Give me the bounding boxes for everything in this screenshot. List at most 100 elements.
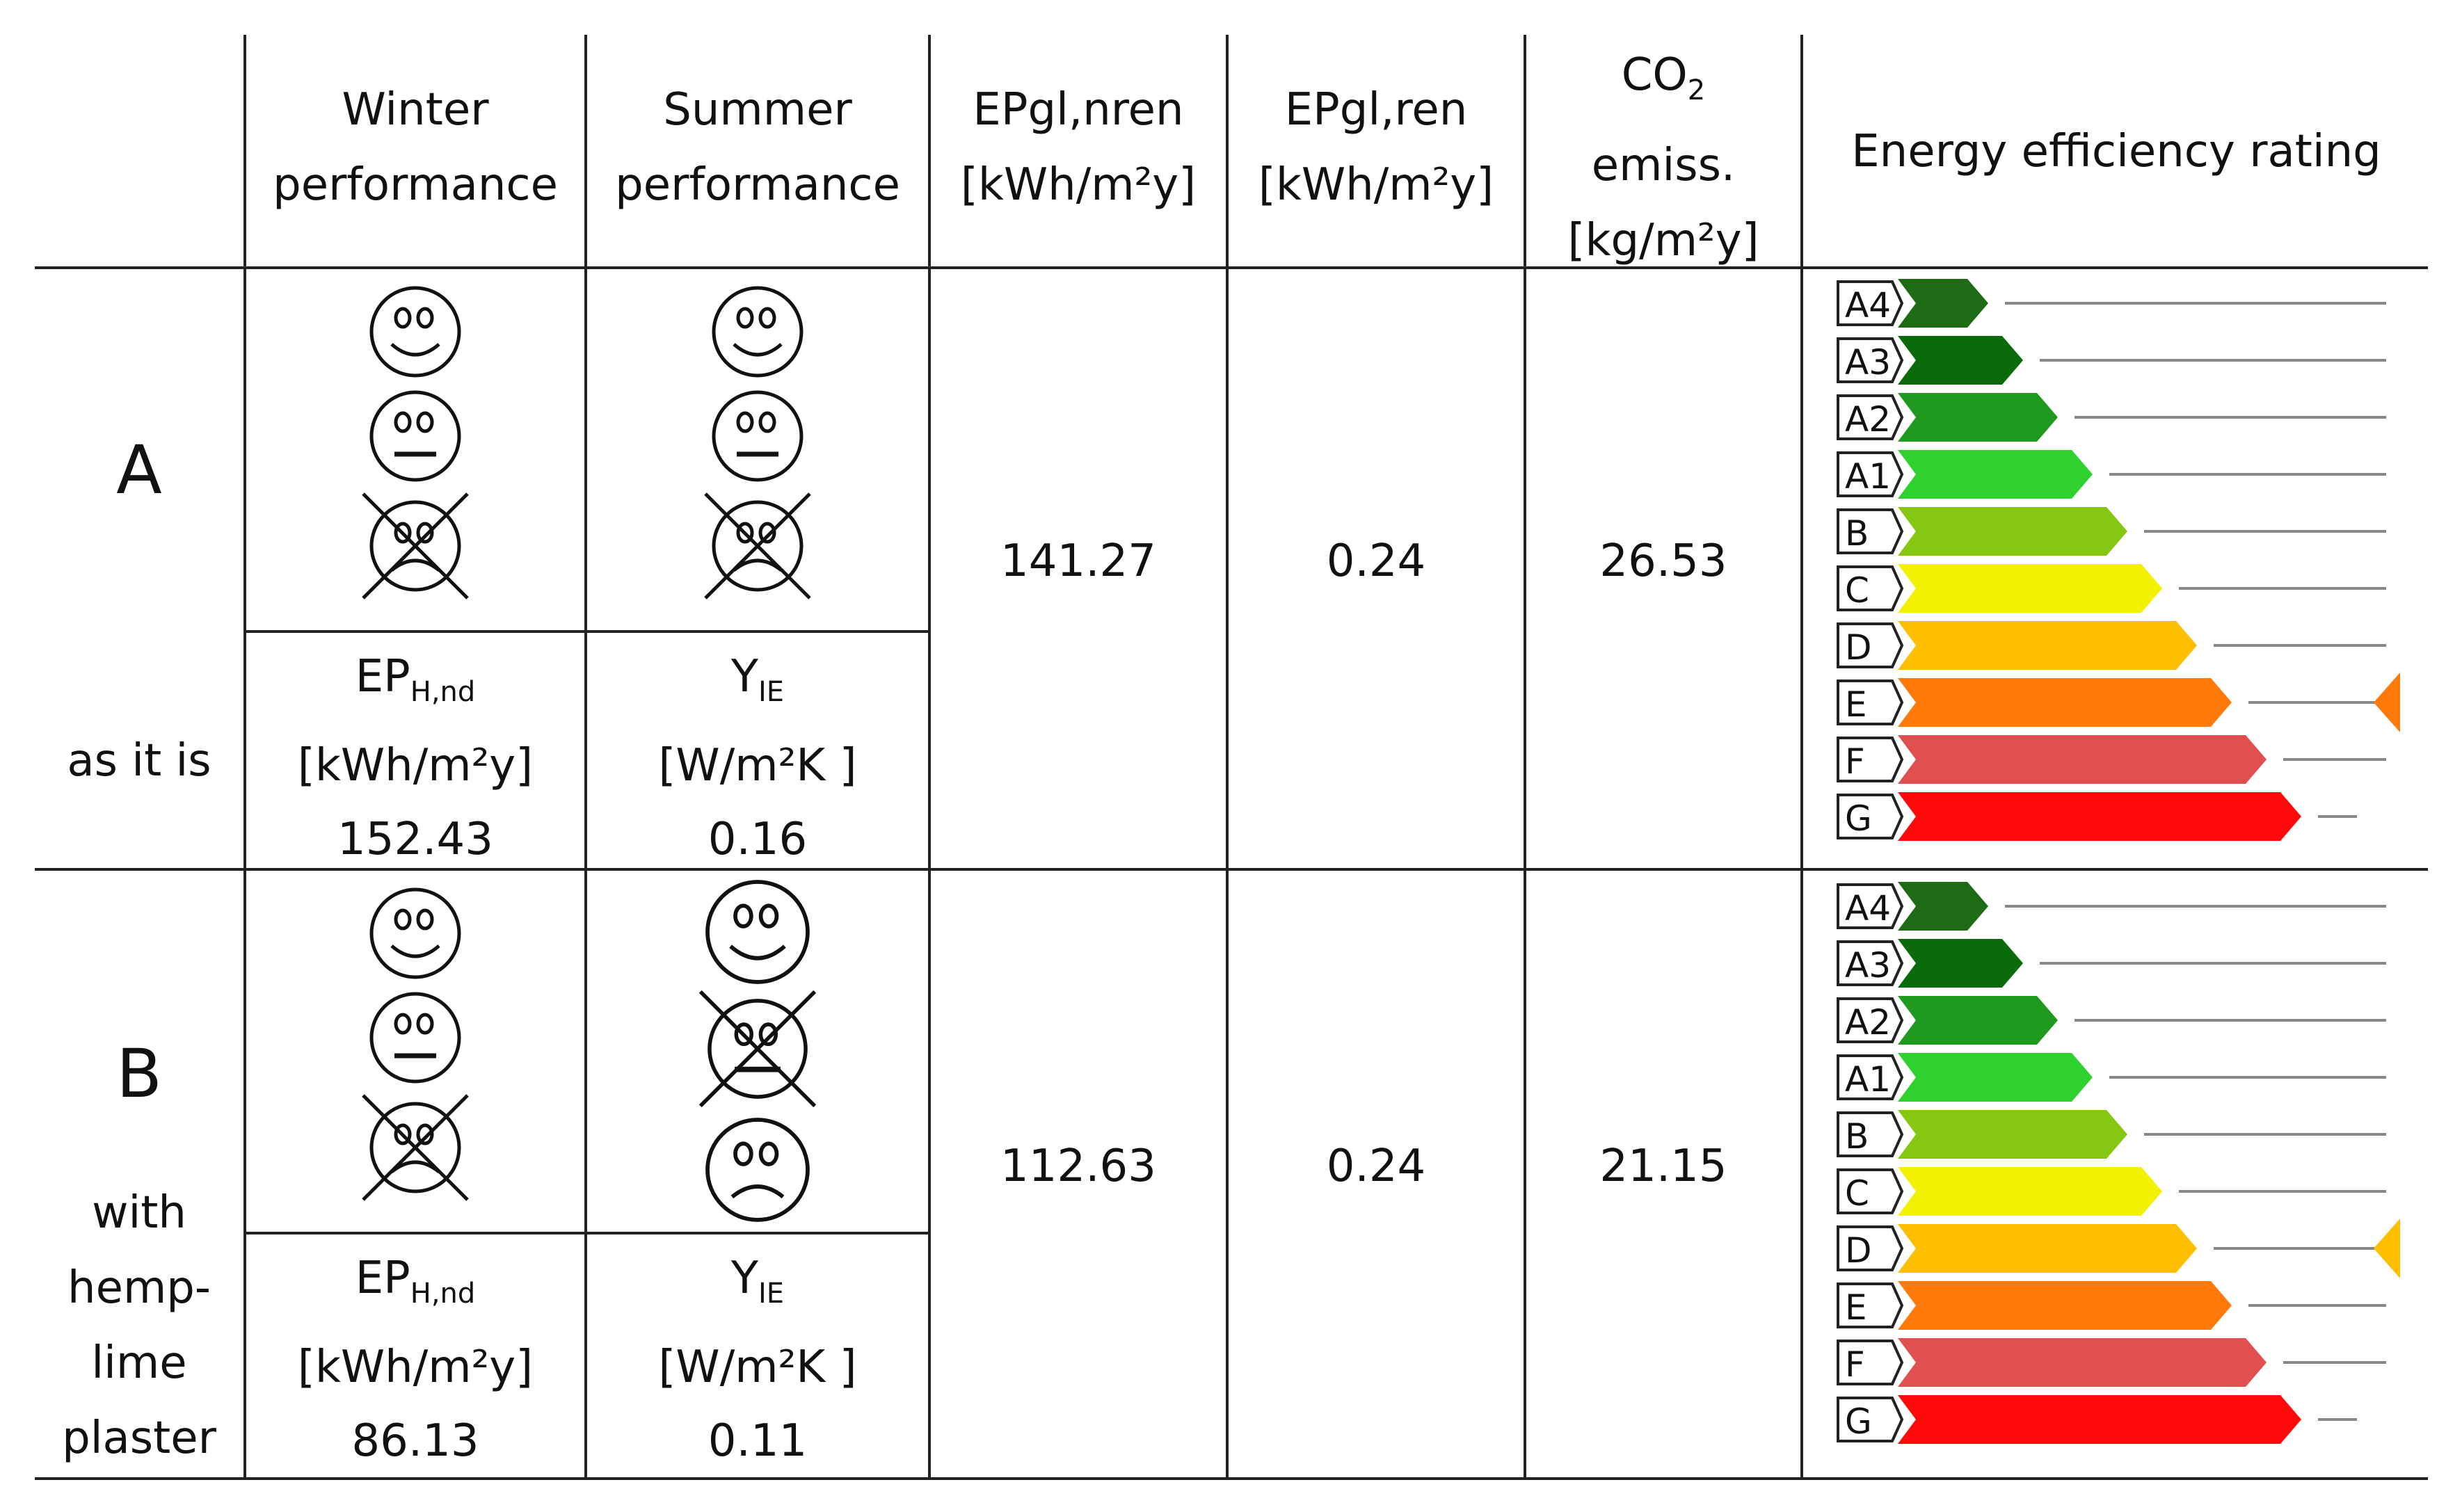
energy-class-label: A4 [1845, 888, 1891, 928]
energy-class-a2: A2 [1837, 996, 2386, 1045]
col-divider-1 [243, 35, 246, 1479]
energy-class-label: G [1845, 1401, 1872, 1442]
energy-class-g: G [1837, 1395, 2357, 1444]
header-epgl-nren: EPgl,nren [kWh/m²y] [960, 84, 1197, 211]
smiley-sad-crossed-icon [362, 1094, 469, 1201]
header-summer: Summer performance [615, 84, 900, 211]
rating-indicator-icon [2374, 673, 2400, 732]
energy-class-bar [1898, 279, 1988, 328]
smiley-sad-crossed-icon [704, 492, 811, 600]
energy-class-a1: A1 [1837, 1053, 2386, 1102]
smiley-neutral-icon [712, 390, 804, 482]
energy-class-b: B [1837, 507, 2386, 556]
row-b-yie: YIE [W/m²K ] 0.11 [658, 1253, 857, 1467]
col-divider-4 [1226, 35, 1229, 1479]
energy-class-a4: A4 [1837, 279, 2386, 328]
energy-class-f: F [1837, 735, 2386, 784]
rule-row-b-bottom [35, 1477, 2428, 1480]
smiley-sad-icon [705, 1118, 810, 1222]
smiley-happy-icon [369, 286, 461, 378]
energy-class-f: F [1837, 1338, 2386, 1387]
smiley-happy-icon [712, 286, 804, 378]
energy-class-a4: A4 [1837, 882, 2386, 931]
header-epgl-ren: EPgl,ren [kWh/m²y] [1258, 84, 1494, 211]
smiley-sad-crossed-icon [362, 492, 469, 600]
energy-class-label: A1 [1845, 456, 1891, 497]
energy-class-label: B [1845, 513, 1869, 554]
energy-class-bar [1898, 996, 2058, 1045]
energy-class-label: A3 [1845, 342, 1891, 383]
energy-class-label: E [1845, 1287, 1867, 1328]
row-a-co2: 26.53 [1599, 536, 1727, 587]
rule-row-a-split [243, 630, 931, 633]
energy-class-label: F [1845, 741, 1865, 782]
row-a-epgl-nren: 141.27 [1000, 536, 1156, 587]
energy-class-bar [1898, 1053, 2093, 1102]
energy-class-bar [1898, 507, 2127, 556]
row-a-winter-faces [246, 269, 584, 630]
energy-class-e: E [1837, 673, 2400, 732]
energy-class-c: C [1837, 1167, 2386, 1216]
energy-class-c: C [1837, 564, 2386, 613]
smiley-neutral-crossed-icon [698, 990, 817, 1108]
energy-class-bar [1898, 735, 2267, 784]
header-rating: Energy efficiency rating [1851, 126, 2381, 177]
energy-class-e: E [1837, 1281, 2386, 1330]
energy-class-label: G [1845, 798, 1872, 839]
row-b-winter-faces [246, 871, 584, 1232]
smiley-neutral-icon [369, 992, 461, 1084]
row-a-yie: YIE [W/m²K ] 0.16 [658, 651, 857, 865]
energy-class-bar [1898, 678, 2232, 727]
energy-class-g: G [1837, 792, 2357, 841]
energy-class-d: D [1837, 1219, 2400, 1278]
energy-class-label: A4 [1845, 285, 1891, 325]
row-b-epgl-ren: 0.24 [1326, 1141, 1426, 1192]
energy-class-label: E [1845, 684, 1867, 725]
rating-indicator-icon [2374, 1219, 2400, 1278]
energy-class-bar [1898, 621, 2197, 670]
energy-class-d: D [1837, 621, 2386, 670]
energy-class-bar [1898, 1224, 2197, 1273]
energy-class-bar [1898, 1167, 2162, 1216]
smiley-happy-icon [369, 887, 461, 979]
rule-row-b-split [243, 1232, 931, 1234]
scenario-a-label: A [116, 431, 162, 509]
col-divider-6 [1800, 35, 1803, 1479]
energy-class-a3: A3 [1837, 939, 2386, 988]
scenario-b-label: B [116, 1035, 162, 1113]
energy-class-bar [1898, 336, 2023, 385]
rule-row-a-bottom [35, 868, 2428, 871]
energy-class-bar [1898, 939, 2023, 988]
energy-class-label: D [1845, 1230, 1872, 1271]
energy-class-a1: A1 [1837, 450, 2386, 499]
row-b-summer-faces [587, 871, 928, 1232]
energy-class-bar [1898, 564, 2162, 613]
row-a-ep-hnd: EPH,nd [kWh/m²y] 152.43 [297, 651, 534, 865]
energy-class-label: C [1845, 1173, 1869, 1214]
energy-class-bar [1898, 1338, 2267, 1387]
scenario-a-description: as it is [67, 735, 211, 787]
smiley-happy-icon [705, 880, 810, 984]
col-divider-2 [584, 35, 587, 1479]
energy-class-bar [1898, 1281, 2232, 1330]
row-a-summer-faces [587, 269, 928, 630]
row-b-ep-hnd: EPH,nd [kWh/m²y] 86.13 [297, 1253, 534, 1467]
header-co2: CO2 emiss. [kg/m²y] [1567, 49, 1759, 266]
energy-class-bar [1898, 1110, 2127, 1159]
energy-class-label: A2 [1845, 399, 1891, 440]
energy-class-bar [1898, 792, 2301, 841]
row-b-co2: 21.15 [1599, 1141, 1727, 1192]
energy-class-label: F [1845, 1344, 1865, 1385]
smiley-neutral-icon [369, 390, 461, 482]
energy-class-bar [1898, 450, 2093, 499]
energy-class-bar [1898, 393, 2058, 442]
energy-class-a3: A3 [1837, 336, 2386, 385]
energy-class-label: A1 [1845, 1059, 1891, 1100]
row-b-epgl-nren: 112.63 [1000, 1141, 1156, 1192]
energy-class-bar [1898, 1395, 2301, 1444]
energy-class-a2: A2 [1837, 393, 2386, 442]
header-winter: Winter performance [273, 84, 558, 211]
energy-class-label: A2 [1845, 1002, 1891, 1043]
